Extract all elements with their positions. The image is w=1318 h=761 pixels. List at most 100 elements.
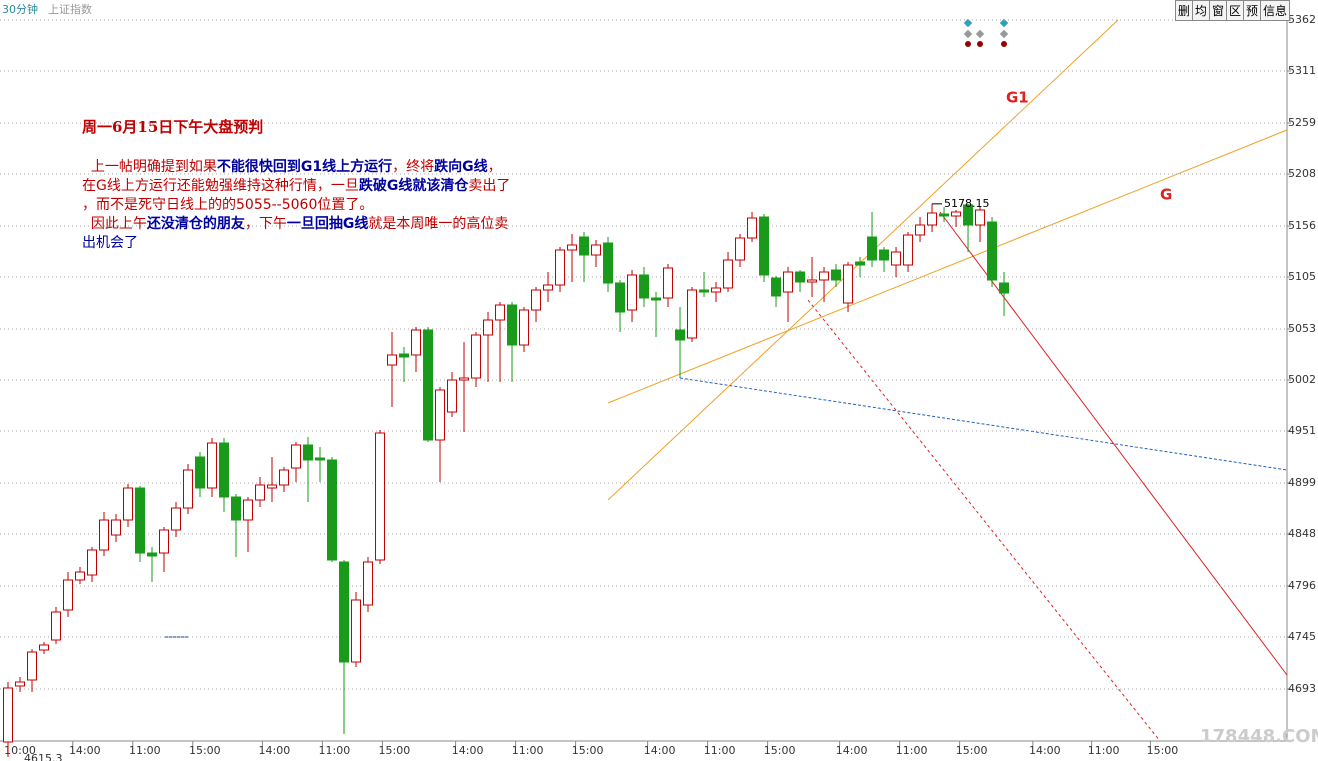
x-tick-label: 11:00 <box>1088 744 1120 757</box>
candle-body <box>867 236 878 261</box>
candle-body <box>627 274 638 311</box>
candle-body <box>255 484 266 501</box>
candle-body <box>819 271 830 281</box>
candle-body <box>339 561 350 663</box>
x-tick-label: 10:00 <box>4 744 36 757</box>
candle-body <box>399 353 410 358</box>
x-tick-label: 15:00 <box>379 744 411 757</box>
toolbar-button[interactable]: 信息 <box>1259 0 1290 21</box>
x-tick-label: 15:00 <box>1147 744 1179 757</box>
candle-body <box>183 469 194 509</box>
candle-body <box>147 552 158 557</box>
candle-body <box>951 211 962 217</box>
toolbar-button[interactable]: 预 <box>1242 0 1261 21</box>
icon <box>965 41 971 47</box>
x-tick-label: 14:00 <box>259 744 291 757</box>
candle-body <box>291 444 302 469</box>
icon <box>977 41 983 47</box>
candle-body <box>87 549 98 576</box>
candle-body <box>315 457 326 461</box>
support-line <box>679 377 1288 471</box>
g-label: G <box>1160 186 1172 204</box>
candle-body <box>639 274 650 299</box>
candle-body <box>855 261 866 266</box>
low-label: 4615.3 <box>24 752 63 761</box>
candle-body <box>699 289 710 293</box>
y-tick-label: 4951 <box>1288 424 1316 437</box>
high-label: 5178.15 <box>944 197 990 210</box>
candle-body <box>531 289 542 311</box>
x-tick-label: 14:00 <box>452 744 484 757</box>
candle-body <box>219 442 230 498</box>
candle-body <box>939 213 950 217</box>
y-tick-label: 4693 <box>1288 682 1316 695</box>
candle-body <box>711 287 722 293</box>
y-tick-label: 5156 <box>1288 219 1316 232</box>
annotation-text: 因此上午 <box>82 216 147 232</box>
candle-body <box>963 204 974 226</box>
candle-body <box>27 651 38 681</box>
y-tick-label: 4796 <box>1288 579 1316 592</box>
down-line <box>939 211 1288 676</box>
candle-body <box>927 212 938 226</box>
annotation-text: 在G线上方运行还能勉强维持这种行情，一旦 <box>82 178 359 194</box>
annotation-text: 跌破G线就该清仓 <box>358 178 469 194</box>
candle-body <box>735 237 746 261</box>
candle-body <box>243 499 254 521</box>
candle-body <box>267 484 278 489</box>
candle-body <box>891 251 902 266</box>
candle-body <box>51 611 62 641</box>
candle-body <box>495 304 506 321</box>
candle-body <box>471 334 482 379</box>
x-tick-label: 11:00 <box>129 744 161 757</box>
candle-body <box>231 496 242 521</box>
candle-body <box>915 224 926 236</box>
down-dashed-line <box>807 299 1161 742</box>
candle-body <box>39 644 50 651</box>
candle-body <box>987 221 998 281</box>
x-tick-label: 15:00 <box>189 744 221 757</box>
candle-body <box>783 271 794 293</box>
candle-body <box>795 271 806 283</box>
annotation-text: 就是本周唯一的高位卖 <box>368 216 509 232</box>
y-tick-label: 4848 <box>1288 527 1316 540</box>
candle-body <box>387 354 398 366</box>
candle-body <box>63 579 74 611</box>
annotation-text: 一旦回抽G线 <box>286 216 369 232</box>
x-tick-label: 11:00 <box>704 744 736 757</box>
x-tick-label: 11:00 <box>896 744 928 757</box>
annotation-text: 跌向G线 <box>434 159 488 175</box>
candle-body <box>3 687 14 743</box>
candle-body <box>843 264 854 304</box>
annotation-text: ， <box>487 159 502 175</box>
y-tick-label: 5053 <box>1288 322 1316 335</box>
candle-body <box>435 389 446 441</box>
x-tick-label: 14:00 <box>69 744 101 757</box>
candle-body <box>483 319 494 336</box>
candle-body <box>75 571 86 581</box>
toolbar-button[interactable]: 区 <box>1225 0 1244 21</box>
candle-body <box>759 216 770 276</box>
candle-body <box>375 432 386 561</box>
toolbar: 删均窗区预信息 <box>1174 0 1290 21</box>
candle-body <box>99 519 110 551</box>
annotation-text: 卖出了 <box>468 178 511 194</box>
candle-body <box>687 289 698 339</box>
x-tick-label: 15:00 <box>764 744 796 757</box>
candle-body <box>195 456 206 489</box>
toolbar-button[interactable]: 删 <box>1174 0 1193 21</box>
candle-body <box>363 561 374 606</box>
candle-body <box>507 304 518 346</box>
toolbar-button[interactable]: 窗 <box>1208 0 1227 21</box>
annotation-title: 周一6月15日下午大盘预判 <box>82 118 264 136</box>
toolbar-button[interactable]: 均 <box>1191 0 1210 21</box>
candle-body <box>135 487 146 554</box>
index-label: 上证指数 <box>48 2 92 16</box>
g1-label: G1 <box>1006 89 1029 107</box>
x-tick-label: 15:00 <box>572 744 604 757</box>
annotation-text: ，下午 <box>244 216 287 232</box>
annotation-text: ，而不是死守日线上的的5055--5060位置了。 <box>82 197 374 213</box>
candle-body <box>747 217 758 239</box>
annotation: 周一6月15日下午大盘预判 上一帖明确提到如果不能很快回到G1线上方运行，终将跌… <box>82 80 510 253</box>
